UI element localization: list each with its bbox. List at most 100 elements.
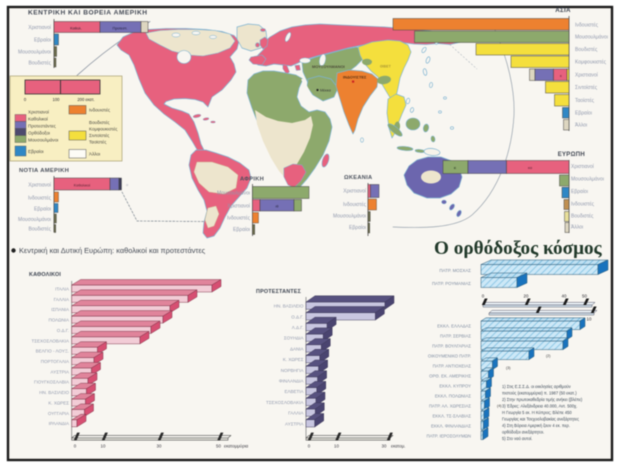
svg-text:10: 10 (101, 444, 106, 449)
svg-text:ΕΚΚΛ. ΦΙΝΛΑΝΔΙΑΣ: ΕΚΚΛ. ΦΙΝΛΑΝΔΙΑΣ (431, 424, 471, 429)
svg-text:Προτεστάντες: Προτεστάντες (28, 123, 57, 129)
svg-text:Μουσουλμάνοι: Μουσουλμάνοι (28, 137, 58, 143)
svg-text:Λ.Δ.Γ.: Λ.Δ.Γ. (292, 325, 304, 330)
svg-text:ΩΚΕΑΝΙΑ: ΩΚΕΑΝΙΑ (344, 175, 372, 181)
svg-text:ΕΚΚΛ. ΤΣ-ΣΛΑΒΙΑΣ: ΕΚΚΛ. ΤΣ-ΣΛΑΒΙΑΣ (433, 414, 472, 419)
svg-text:ΘΙΒΕΤ: ΘΙΒΕΤ (380, 65, 392, 69)
svg-text:(3): (3) (506, 366, 510, 370)
svg-text:Ινδουιστές: Ινδουιστές (343, 201, 367, 208)
svg-text:Χριστιανοί: Χριστιανοί (227, 204, 251, 210)
svg-text:ΝΟΡΒΗΓΙΑ: ΝΟΡΒΗΓΙΑ (281, 368, 304, 373)
svg-text:Σιντοϊστές: Σιντοϊστές (575, 84, 598, 91)
svg-text:ΤΣΕΧΟΣΛΟΒΑΚΙΑ: ΤΣΕΧΟΣΛΟΒΑΚΙΑ (32, 338, 69, 343)
svg-text:30: 30 (382, 444, 387, 449)
svg-text:ΠΑΤΡ. ΣΕΡΒΙΑΣ: ΠΑΤΡ. ΣΕΡΒΙΑΣ (440, 334, 471, 339)
svg-text:50: 50 (582, 294, 587, 299)
svg-text:ΒΕΛΓΙΟ - ΛΟΥΞ.: ΒΕΛΓΙΟ - ΛΟΥΞ. (36, 349, 69, 354)
svg-text:Χριστιανοί: Χριστιανοί (343, 189, 367, 195)
svg-text:5) Στο ναό αυτοί.: 5) Στο ναό αυτοί. (502, 436, 532, 441)
svg-text:0: 0 (24, 97, 27, 102)
svg-text:40: 40 (562, 294, 567, 299)
svg-text:ΗΝ. ΒΑΣΙΛΕΙΟ: ΗΝ. ΒΑΣΙΛΕΙΟ (274, 304, 304, 309)
svg-text:ΠΟΛΩΝΙΑ: ΠΟΛΩΝΙΑ (48, 318, 69, 323)
svg-text:Εβραίοι: Εβραίοι (233, 227, 250, 233)
svg-text:Άλλοι: Άλλοι (575, 123, 587, 129)
svg-text:ΜΟΥΣΟΥΛΜΑΝΟΙ: ΜΟΥΣΟΥΛΜΑΝΟΙ (312, 64, 345, 69)
svg-text:ΠΑΤΡ. ΜΟΣΧΑΣ: ΠΑΤΡ. ΜΟΣΧΑΣ (439, 268, 471, 273)
svg-text:Καθολικοί: Καθολικοί (74, 184, 91, 188)
svg-text:Μουσουλμάνοι: Μουσουλμάνοι (18, 216, 51, 223)
svg-text:ΟΡΘ. ΕΚ. ΑΜΕΡΙΚΗΣ: ΟΡΘ. ΕΚ. ΑΜΕΡΙΚΗΣ (429, 374, 471, 379)
svg-text:Βουδιστές: Βουδιστές (29, 60, 52, 67)
svg-text:ΕΛΒΕΤΙΑ: ΕΛΒΕΤΙΑ (284, 389, 303, 394)
svg-text:Μουσουλμάνοι: Μουσουλμάνοι (333, 213, 366, 220)
svg-text:ΦΙΝΛΑΝΔΙΑ: ΦΙΝΛΑΝΔΙΑ (279, 379, 304, 384)
svg-text:0: 0 (308, 444, 311, 449)
svg-text:κ: κ (560, 74, 562, 78)
svg-text:100: 100 (53, 97, 61, 102)
svg-text:4) Στη Βόρεια Αμερική ζουν 4: 4) Στη Βόρεια Αμερική ζουν 4 εκ. περ. (502, 423, 570, 428)
svg-text:Μέκκα: Μέκκα (320, 89, 332, 93)
svg-text:Βουδιστές: Βουδιστές (571, 213, 594, 220)
svg-text:ΙΤΑΛΙΑ: ΙΤΑΛΙΑ (55, 286, 69, 291)
svg-text:εκατομμύρια: εκατομμύρια (224, 444, 249, 449)
svg-text:ΙΝΔΟΥΙΣΤΕΣ: ΙΝΔΟΥΙΣΤΕΣ (343, 75, 367, 80)
svg-text:ΑΥΣΤΡΙΑ: ΑΥΣΤΡΙΑ (51, 369, 69, 374)
svg-text:ΚΕΝΤΡΙΚΗ ΚΑΙ ΒΟΡΕΙΑ ΑΜΕΡΙΚΗ: ΚΕΝΤΡΙΚΗ ΚΑΙ ΒΟΡΕΙΑ ΑΜΕΡΙΚΗ (28, 10, 148, 17)
svg-text:Ο.Δ.Γ.: Ο.Δ.Γ. (57, 328, 69, 333)
svg-text:Προτεστ.: Προτεστ. (112, 27, 127, 31)
svg-text:ορθόδοξοι ανεξάρτητοι.: ορθόδοξοι ανεξάρτητοι. (502, 430, 544, 435)
svg-text:Μουσουλμάνοι: Μουσουλμάνοι (575, 34, 608, 41)
svg-text:Άλλοι: Άλλοι (571, 225, 583, 231)
svg-text:ΣΟΥΗΔΙΑ: ΣΟΥΗΔΙΑ (284, 336, 304, 341)
svg-text:20: 20 (524, 294, 529, 299)
svg-text:Εβραίοι: Εβραίοι (28, 149, 44, 154)
svg-text:Κ. ΧΩΡΕΣ: Κ. ΧΩΡΕΣ (48, 400, 69, 405)
svg-text:Εβραίοι: Εβραίοι (575, 111, 592, 117)
svg-text:ΓΑΛΛΙΑ: ΓΑΛΛΙΑ (54, 297, 69, 302)
svg-text:Κομφουκιστές: Κομφουκιστές (575, 59, 607, 66)
svg-text:Μουσουλμάνοι: Μουσουλμάνοι (217, 190, 250, 197)
svg-text:Μουσουλμάνοι: Μουσουλμάνοι (18, 49, 51, 56)
svg-text:Ο ορθόδοξος κόσμος: Ο ορθόδοξος κόσμος (434, 238, 603, 259)
svg-text:Βουδιστές: Βουδιστές (89, 119, 110, 125)
svg-text:Χριστιανοί: Χριστιανοί (28, 183, 52, 189)
svg-text:Ινδουιστές: Ινδουιστές (89, 107, 111, 113)
svg-text:ιε: ιε (454, 166, 457, 170)
svg-text:Κ. ΧΩΡΕΣ: Κ. ΧΩΡΕΣ (283, 357, 304, 362)
svg-text:Ο.Δ.Γ.: Ο.Δ.Γ. (291, 314, 303, 319)
svg-text:ΠΑΤΡ. ΡΟΥΜΑΝΙΑΣ: ΠΑΤΡ. ΡΟΥΜΑΝΙΑΣ (432, 281, 471, 286)
svg-text:ΑΥΣΤΡΙΑ: ΑΥΣΤΡΙΑ (285, 421, 303, 426)
svg-text:ΟΥΓΓΑΡΙΑ: ΟΥΓΓΑΡΙΑ (48, 411, 69, 416)
svg-text:Κεντρική και Δυτική Ευρώπη: κα: Κεντρική και Δυτική Ευρώπη: καθολικοί κα… (19, 246, 206, 255)
svg-text:ΠΟΡΤΟΓΑΛΙΑ: ΠΟΡΤΟΓΑΛΙΑ (41, 359, 69, 364)
svg-text:50: 50 (216, 444, 221, 449)
svg-text:ΕΚΚΛ. ΕΛΛΑΔΑΣ: ΕΚΚΛ. ΕΛΛΑΔΑΣ (437, 324, 471, 329)
svg-text:εκατομ.: εκατομ. (391, 444, 406, 449)
svg-text:Χριστιανοί: Χριστιανοί (28, 25, 52, 31)
svg-text:ΠΑΤΡ. ΑΛ. ΧΩΡΕΣΙΑΣ: ΠΑΤΡ. ΑΛ. ΧΩΡΕΣΙΑΣ (429, 404, 471, 409)
svg-text:ΙΡΛΑΝΔΙΑ: ΙΡΛΑΝΔΙΑ (49, 421, 69, 426)
svg-text:Άλλοι: Άλλοι (89, 152, 100, 157)
svg-text:30: 30 (157, 444, 162, 449)
svg-text:Ινδουιστές: Ινδουιστές (571, 201, 595, 208)
svg-text:ΝΟΤΙΑ ΑΜΕΡΙΚΗ: ΝΟΤΙΑ ΑΜΕΡΙΚΗ (19, 168, 69, 174)
svg-text:Καθολικοί: Καθολικοί (28, 117, 48, 122)
svg-text:(4): (4) (497, 404, 501, 408)
svg-text:2) Στην πρωτοκαθεδρία τιμής α: 2) Στην πρωτοκαθεδρία τιμής ανήκει (βλέπ… (502, 397, 583, 402)
svg-text:ιθ: ιθ (276, 205, 279, 209)
svg-text:Ινδουιστές: Ινδουιστές (28, 195, 52, 202)
svg-text:ΠΑΤΡ. ΒΟΥΛΓΑΡΙΑΣ: ΠΑΤΡ. ΒΟΥΛΓΑΡΙΑΣ (432, 344, 471, 349)
svg-text:ΕΚΚΛ. ΚΥΠΡΟΥ: ΕΚΚΛ. ΚΥΠΡΟΥ (439, 384, 471, 389)
svg-text:ΠΡΟΤΕΣΤΑΝΤΕΣ: ΠΡΟΤΕΣΤΑΝΤΕΣ (256, 289, 302, 295)
svg-text:(2): (2) (546, 354, 550, 358)
svg-text:ΕΥΡΩΠΗ: ΕΥΡΩΠΗ (558, 152, 585, 158)
svg-text:Ινδουιστές: Ινδουιστές (575, 22, 599, 29)
svg-text:10: 10 (587, 317, 592, 322)
svg-text:ΠΑΤΡ. ΑΝΤΙΟΧΕΙΑΣ: ΠΑΤΡ. ΑΝΤΙΟΧΕΙΑΣ (433, 364, 472, 369)
svg-text:1) Στις Ε.Σ.Σ.Δ. οι εκκλησίες: 1) Στις Ε.Σ.Σ.Δ. οι εκκλησίες αριθμούν (502, 384, 571, 389)
svg-text:Μουσουλμάνοι: Μουσουλμάνοι (571, 176, 604, 183)
svg-text:ΓΑΛΛΙΑ: ΓΑΛΛΙΑ (288, 411, 303, 416)
svg-text:ΔΑΝΙΑ: ΔΑΝΙΑ (290, 346, 304, 351)
svg-text:ΗΝ. ΒΑΣΙΛΕΙΟ: ΗΝ. ΒΑΣΙΛΕΙΟ (39, 390, 69, 395)
